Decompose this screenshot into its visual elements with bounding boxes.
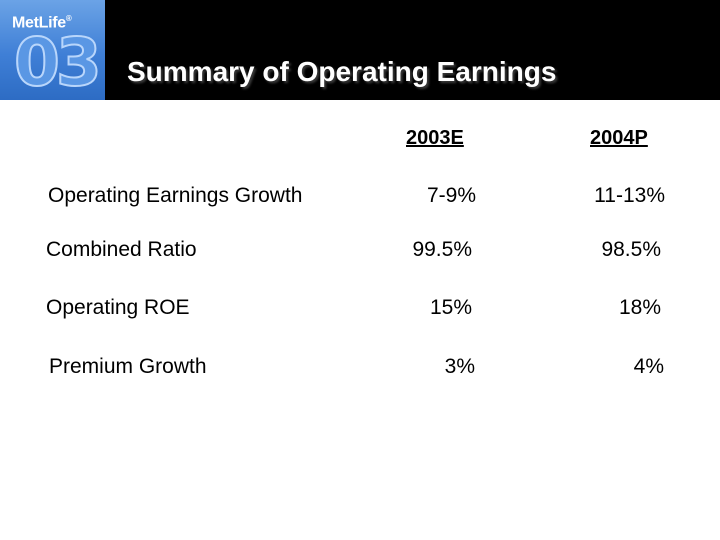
metlife-logo: MetLife® 03: [0, 0, 105, 100]
cell-2003e: 3%: [444, 355, 475, 378]
cell-2003e: 15%: [429, 296, 472, 319]
row-label-operating-roe: Operating ROE: [46, 296, 190, 319]
brand-mark: ®: [65, 14, 72, 23]
cell-2004p: 4%: [633, 355, 664, 378]
cell-2003e: 7-9%: [426, 184, 476, 207]
row-label-operating-earnings-growth: Operating Earnings Growth: [48, 184, 303, 207]
header-bar: [0, 0, 720, 100]
row-label-premium-growth: Premium Growth: [49, 355, 207, 378]
cell-2004p: 11-13%: [594, 184, 665, 207]
cell-2004p: 18%: [618, 296, 661, 319]
row-label-combined-ratio: Combined Ratio: [46, 238, 197, 261]
brand-name: MetLife: [12, 14, 66, 32]
page-title: Summary of Operating Earnings: [127, 56, 557, 87]
cell-2004p: 98.5%: [601, 238, 661, 261]
cell-2003e: 99.5%: [412, 238, 472, 261]
column-header-2003e: 2003E: [406, 127, 464, 149]
year-badge: 03: [13, 24, 103, 100]
column-header-2004p: 2004P: [590, 127, 648, 149]
